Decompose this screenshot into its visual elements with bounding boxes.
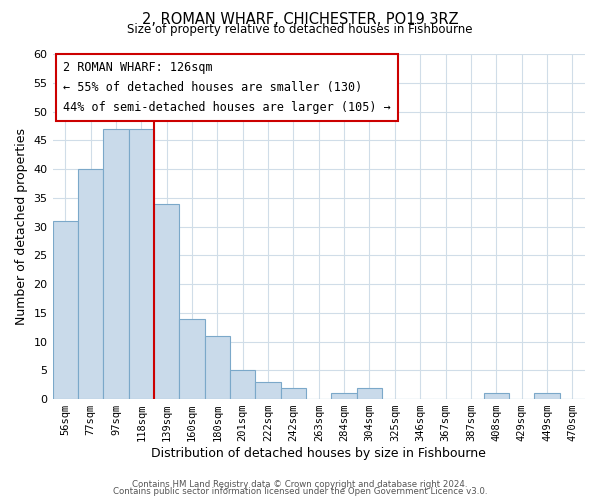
Text: Contains public sector information licensed under the Open Government Licence v3: Contains public sector information licen… bbox=[113, 488, 487, 496]
Bar bbox=[53, 221, 78, 399]
Bar bbox=[179, 318, 205, 399]
Bar bbox=[103, 129, 128, 399]
Bar bbox=[154, 204, 179, 399]
Bar bbox=[534, 394, 560, 399]
Bar bbox=[256, 382, 281, 399]
Y-axis label: Number of detached properties: Number of detached properties bbox=[15, 128, 28, 325]
Bar bbox=[205, 336, 230, 399]
Text: Size of property relative to detached houses in Fishbourne: Size of property relative to detached ho… bbox=[127, 22, 473, 36]
Bar bbox=[128, 129, 154, 399]
Bar bbox=[357, 388, 382, 399]
Bar bbox=[78, 169, 103, 399]
Text: Contains HM Land Registry data © Crown copyright and database right 2024.: Contains HM Land Registry data © Crown c… bbox=[132, 480, 468, 489]
Text: 2 ROMAN WHARF: 126sqm
← 55% of detached houses are smaller (130)
44% of semi-det: 2 ROMAN WHARF: 126sqm ← 55% of detached … bbox=[63, 61, 391, 114]
Bar bbox=[484, 394, 509, 399]
Text: 2, ROMAN WHARF, CHICHESTER, PO19 3RZ: 2, ROMAN WHARF, CHICHESTER, PO19 3RZ bbox=[142, 12, 458, 28]
Bar bbox=[331, 394, 357, 399]
X-axis label: Distribution of detached houses by size in Fishbourne: Distribution of detached houses by size … bbox=[151, 447, 486, 460]
Bar bbox=[281, 388, 306, 399]
Bar bbox=[230, 370, 256, 399]
